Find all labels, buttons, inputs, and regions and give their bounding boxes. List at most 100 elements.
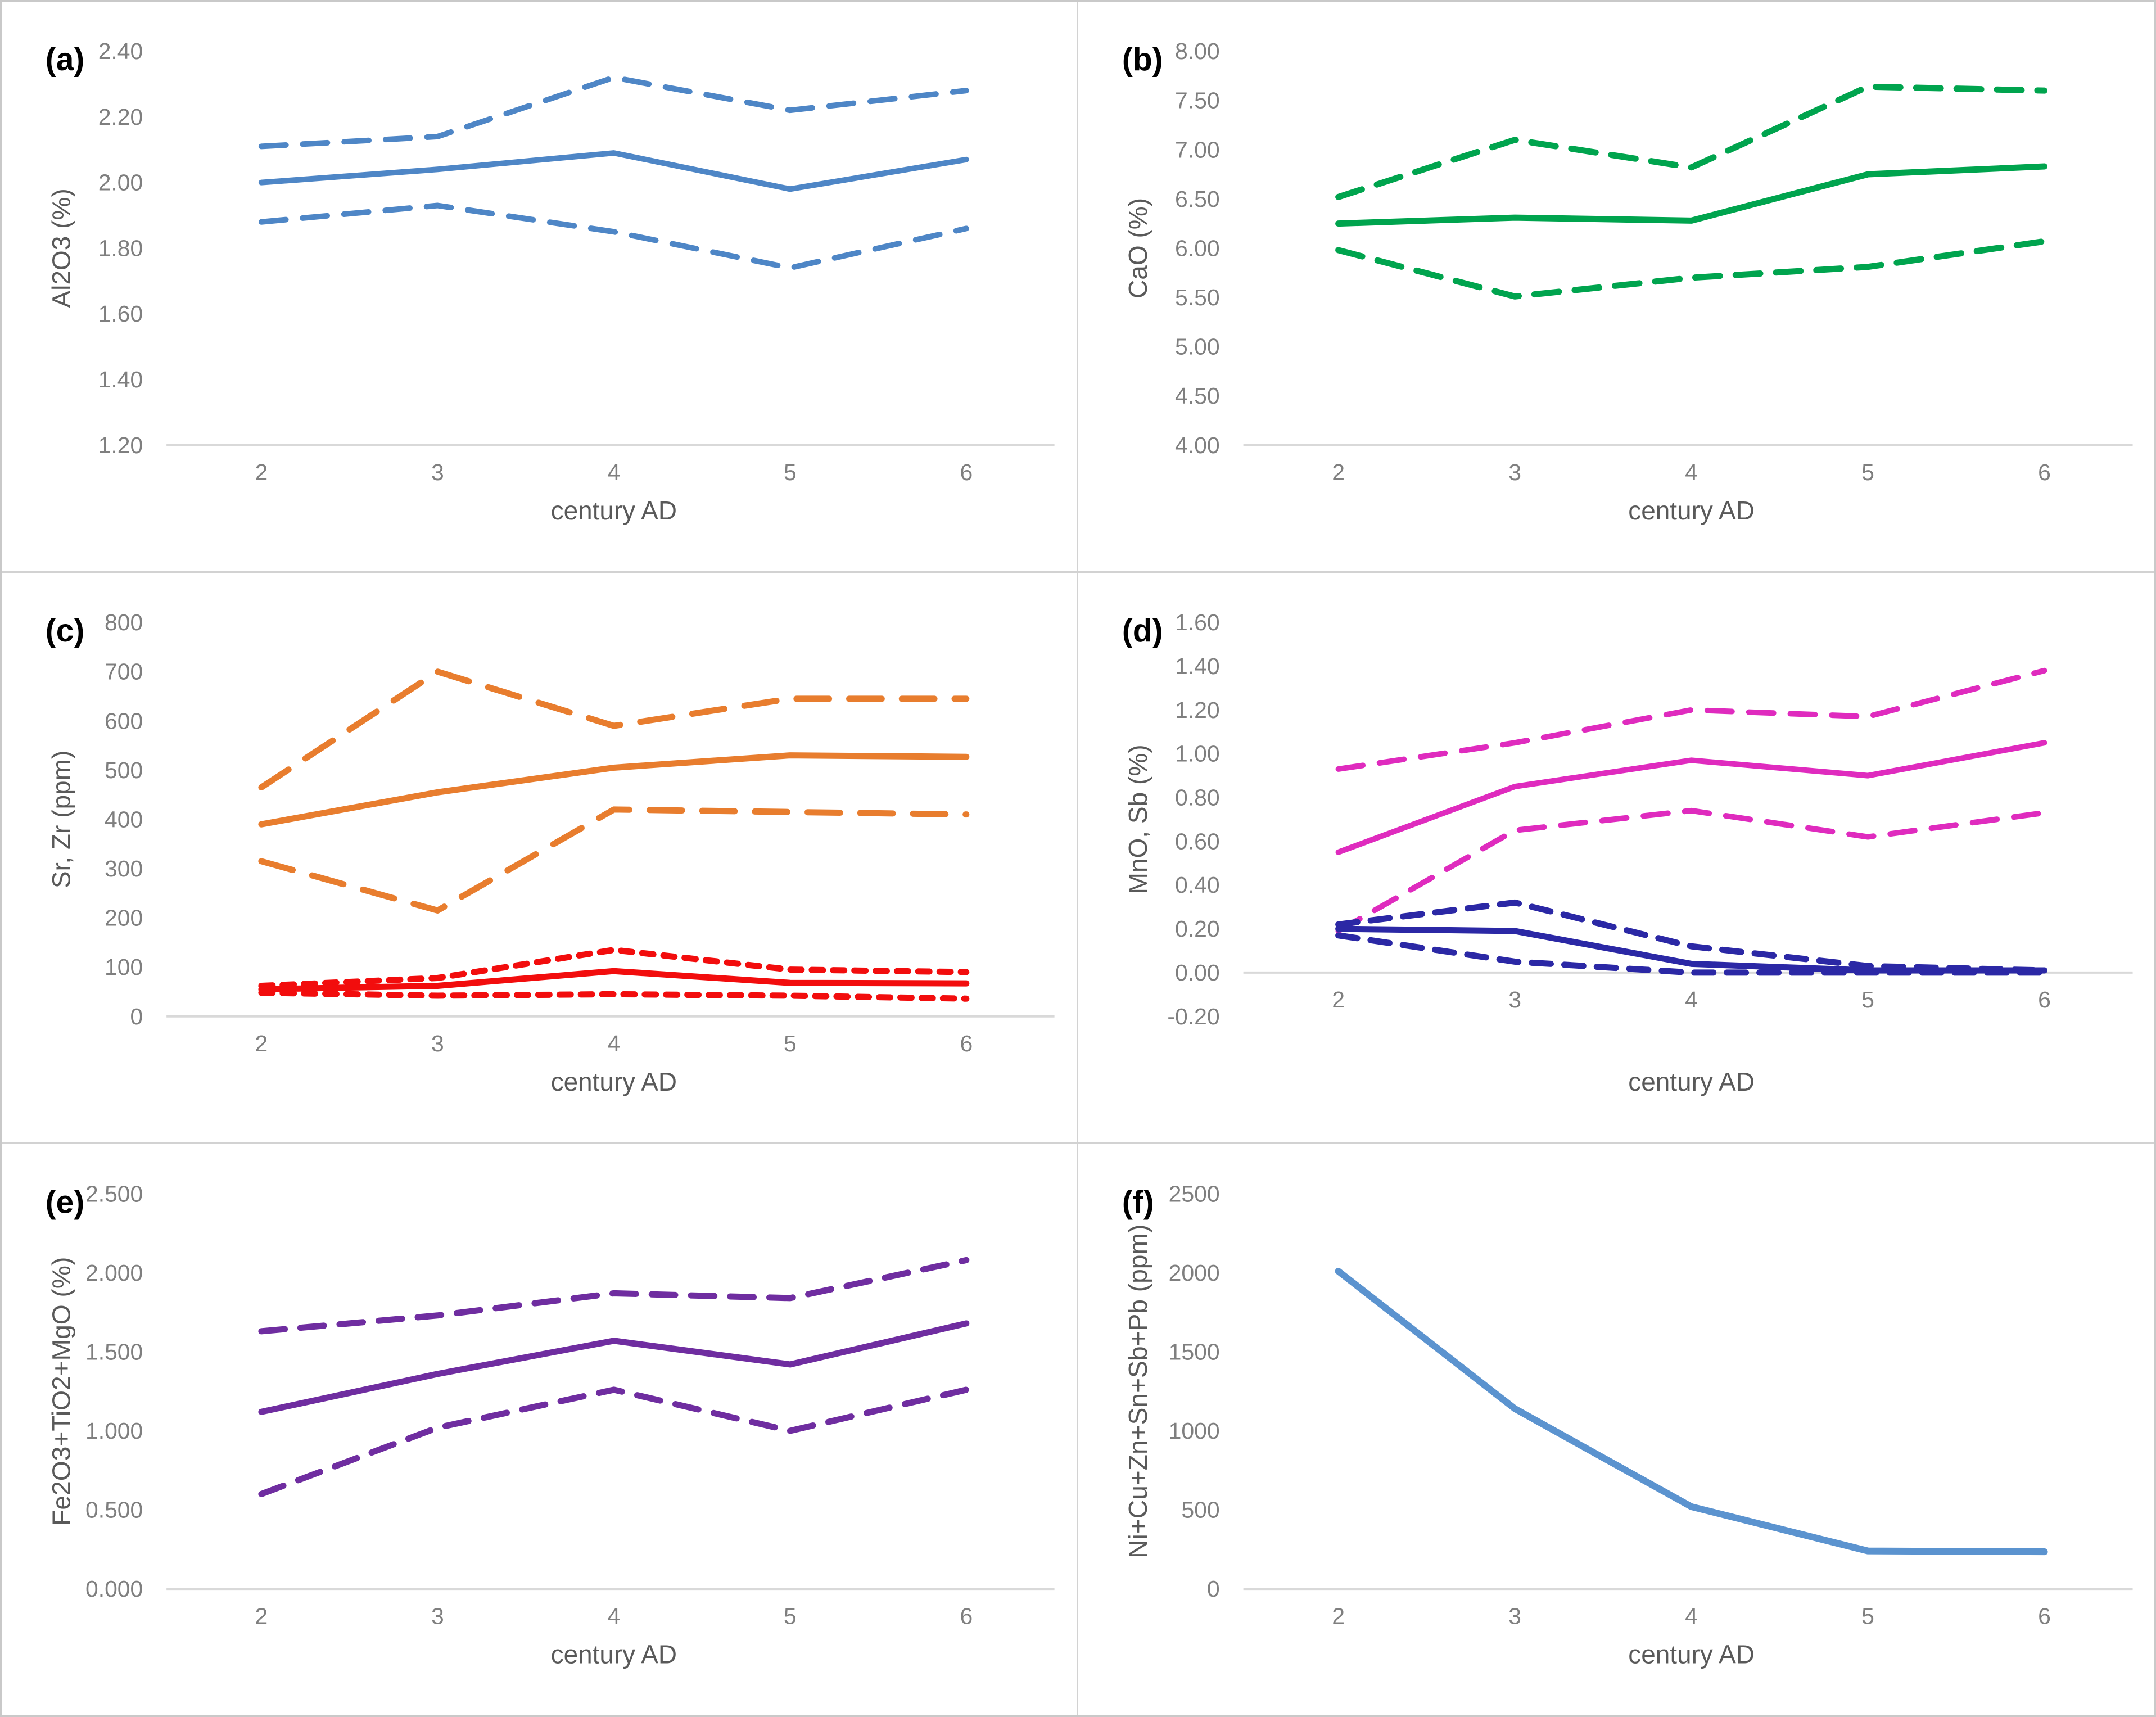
series-fe2o3-tio2-mgo-mean: [258, 1320, 970, 1415]
y-tick-label: 0.60: [1174, 828, 1219, 854]
x-tick-label: 3: [1508, 1603, 1521, 1629]
y-tick-label: 2.000: [85, 1260, 143, 1286]
x-tick-label: 3: [431, 1603, 444, 1629]
panel-d: 1.60 1.40 1.20 1.00 0.80 0.60 0.40 0.20 0.00 -0.2…: [1078, 573, 2154, 1144]
series-mno-upper-bound: [1335, 667, 2047, 772]
y-tick-label: 800: [105, 609, 143, 635]
y-axis-title: Ni+Cu+Zn+Sn+Sb+Pb (ppm): [1123, 1225, 1152, 1558]
y-tick-label: 2.40: [98, 38, 143, 64]
series-sb-upper-bound: [1335, 899, 2047, 974]
y-tick-label: 0: [1206, 1576, 1219, 1602]
series-zr-lower-bound: [258, 989, 970, 1002]
x-tick-label: 6: [2038, 1603, 2051, 1629]
x-tick-label: 2: [255, 459, 268, 485]
x-tick-label: 3: [1508, 987, 1521, 1013]
y-tick-label: 6.00: [1174, 235, 1219, 261]
series-cao-upper-bound: [1335, 83, 2047, 200]
chart-b: 8.00 7.50 7.00 6.50 6.00 5.50 5.00 4.50 4.00 2 3 4 5…: [1122, 38, 2133, 525]
y-tick-label: 0.00: [1174, 960, 1219, 986]
y-tick-label: 0.40: [1174, 872, 1219, 898]
y-tick-label: 1.60: [1174, 609, 1219, 635]
y-tick-label: 0.20: [1174, 916, 1219, 942]
x-tick-label: 3: [1508, 459, 1521, 485]
x-tick-label: 5: [1861, 1603, 1874, 1629]
y-tick-label: 8.00: [1174, 38, 1219, 64]
series-al2o3-upper-bound: [258, 74, 969, 150]
chart-f: 2500 2000 1500 1000 500 0 2 3 4 5 6 (f) Ni+Cu+Zn+Sn+…: [1122, 1181, 2133, 1669]
y-tick-label: 100: [105, 954, 143, 980]
y-tick-label: 0: [130, 1004, 143, 1029]
x-tick-label: 5: [784, 1031, 797, 1056]
y-tick-label: 2.00: [98, 170, 143, 196]
y-tick-label: 4.00: [1174, 432, 1219, 458]
y-axis-title: Al2O3 (%): [47, 188, 76, 308]
chart-d: 1.60 1.40 1.20 1.00 0.80 0.60 0.40 0.20 0.00 -0.2…: [1122, 609, 2133, 1096]
x-tick-label: 3: [431, 459, 444, 485]
series-mno-lower-bound: [1335, 807, 2047, 934]
y-tick-label: 1.000: [85, 1418, 143, 1444]
x-tick-label: 6: [960, 1603, 973, 1629]
y-tick-label: 2.500: [85, 1181, 143, 1207]
y-axis-title: MnO, Sb (%): [1123, 744, 1152, 894]
y-tick-label: 0.000: [85, 1576, 143, 1602]
panel-f: 2500 2000 1500 1000 500 0 2 3 4 5 6 (f) Ni+Cu+Zn+Sn+…: [1078, 1144, 2154, 1715]
y-tick-label: 2.20: [98, 104, 143, 130]
series-sr-mean: [258, 752, 970, 828]
y-tick-label: 5.50: [1174, 284, 1219, 310]
x-tick-label: 4: [1685, 459, 1698, 485]
y-tick-label: 1500: [1168, 1339, 1219, 1364]
y-axis-title: CaO (%): [1123, 198, 1152, 299]
series-sr-lower-bound: [258, 806, 970, 914]
y-tick-label: 1.40: [1174, 653, 1219, 679]
y-axis-title: Sr, Zr (ppm): [47, 751, 76, 888]
y-tick-label: -0.20: [1167, 1004, 1219, 1029]
panel-label: (c): [46, 613, 84, 649]
y-tick-label: 2000: [1168, 1260, 1219, 1286]
y-tick-label: 7.50: [1174, 88, 1219, 114]
y-tick-label: 1.20: [98, 432, 143, 458]
x-axis-title: century AD: [551, 1639, 677, 1669]
y-tick-label: 1.00: [1174, 741, 1219, 767]
series-fe2o3-tio2-mgo-lower-bound: [258, 1386, 970, 1497]
chart-e: 2.500 2.000 1.500 1.000 0.500 0.000 2 3 4 5 6 (e) Fe…: [46, 1181, 1055, 1669]
x-tick-label: 2: [1332, 1603, 1345, 1629]
x-tick-label: 4: [1685, 987, 1698, 1013]
chart-c: 800 700 600 500 400 300 200 100 0 2 3 4 5 6 (c) Sr, Zr …: [46, 609, 1055, 1096]
x-tick-label: 5: [1861, 459, 1874, 485]
x-tick-label: 4: [607, 1031, 620, 1056]
series-al2o3-mean: [258, 150, 969, 192]
y-tick-label: 1.80: [98, 235, 143, 261]
x-axis-title: century AD: [1628, 1067, 1755, 1096]
y-tick-label: 1.500: [85, 1339, 143, 1364]
y-tick-label: 7.00: [1174, 137, 1219, 162]
y-tick-label: 1.20: [1174, 697, 1219, 723]
series-cao-mean: [1335, 163, 2047, 227]
x-tick-label: 2: [255, 1031, 268, 1056]
x-tick-label: 6: [960, 459, 973, 485]
x-axis-title: century AD: [551, 1067, 677, 1096]
series-fe2o3-tio2-mgo-upper-bound: [258, 1257, 970, 1335]
y-tick-label: 200: [105, 905, 143, 931]
panel-c: 800 700 600 500 400 300 200 100 0 2 3 4 5 6 (c) Sr, Zr …: [2, 573, 1078, 1144]
panel-label: (b): [1122, 42, 1163, 78]
y-tick-label: 500: [105, 757, 143, 783]
panel-label: (f): [1122, 1184, 1154, 1220]
y-tick-label: 1.40: [98, 367, 143, 392]
x-tick-label: 6: [2038, 987, 2051, 1013]
chart-a: 2.40 2.20 2.00 1.80 1.60 1.40 1.20 2 3 4 5 6 (a) Al2O…: [46, 38, 1055, 525]
panel-a: 2.40 2.20 2.00 1.80 1.60 1.40 1.20 2 3 4 5 6 (a) Al2O…: [2, 2, 1078, 573]
series-sb-mean: [1335, 925, 2047, 974]
y-tick-label: 5.00: [1174, 334, 1219, 360]
y-tick-label: 0.80: [1174, 784, 1219, 810]
panel-e: 2.500 2.000 1.500 1.000 0.500 0.000 2 3 4 5 6 (e) Fe…: [2, 1144, 1078, 1715]
y-tick-label: 700: [105, 659, 143, 685]
panel-label: (e): [46, 1184, 84, 1220]
panel-label: (a): [46, 42, 84, 78]
series-mno-mean: [1335, 740, 2047, 855]
x-tick-label: 6: [960, 1031, 973, 1056]
panel-b: 8.00 7.50 7.00 6.50 6.00 5.50 5.00 4.50 4.00 2 3 4 5…: [1078, 2, 2154, 573]
x-tick-label: 3: [431, 1031, 444, 1056]
x-tick-label: 2: [1332, 459, 1345, 485]
y-tick-label: 4.50: [1174, 383, 1219, 409]
series-al2o3-lower-bound: [258, 202, 969, 271]
